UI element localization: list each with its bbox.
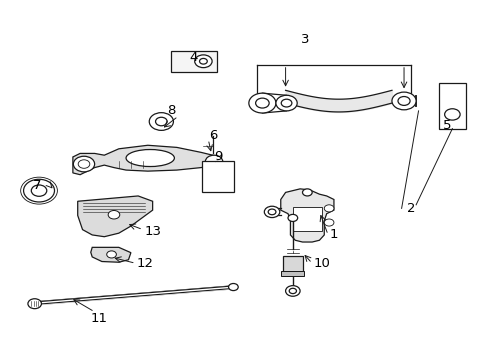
Circle shape: [205, 155, 223, 168]
Circle shape: [302, 189, 311, 196]
Polygon shape: [78, 196, 152, 237]
Text: 1: 1: [329, 229, 338, 242]
Text: 2: 2: [406, 202, 415, 215]
Circle shape: [194, 55, 212, 68]
Bar: [202, 161, 233, 192]
Text: 6: 6: [208, 129, 217, 142]
Circle shape: [108, 211, 120, 219]
Circle shape: [285, 285, 300, 296]
Text: 3: 3: [300, 33, 308, 46]
Text: 5: 5: [443, 118, 451, 131]
Text: 8: 8: [166, 104, 175, 117]
Circle shape: [73, 156, 95, 172]
Text: 7: 7: [33, 179, 42, 192]
Text: 13: 13: [144, 225, 161, 238]
Bar: [170, 51, 216, 72]
Ellipse shape: [126, 149, 174, 167]
Circle shape: [324, 205, 333, 212]
Text: 10: 10: [313, 257, 329, 270]
Circle shape: [264, 206, 279, 217]
Text: 12: 12: [137, 257, 154, 270]
Circle shape: [149, 113, 173, 130]
Circle shape: [248, 93, 275, 113]
Circle shape: [391, 92, 415, 110]
Text: 11: 11: [91, 312, 108, 325]
Bar: [292, 207, 321, 231]
Circle shape: [28, 299, 41, 309]
Circle shape: [275, 95, 297, 111]
Circle shape: [23, 179, 54, 202]
Bar: [438, 82, 465, 129]
Polygon shape: [280, 189, 333, 242]
Text: 9: 9: [213, 150, 222, 163]
Circle shape: [324, 219, 333, 226]
Bar: [281, 271, 304, 276]
Circle shape: [287, 215, 297, 221]
Polygon shape: [91, 247, 131, 262]
Bar: [283, 256, 302, 274]
Polygon shape: [73, 145, 218, 175]
Circle shape: [228, 283, 238, 291]
Circle shape: [106, 251, 116, 258]
Text: 4: 4: [189, 51, 198, 64]
